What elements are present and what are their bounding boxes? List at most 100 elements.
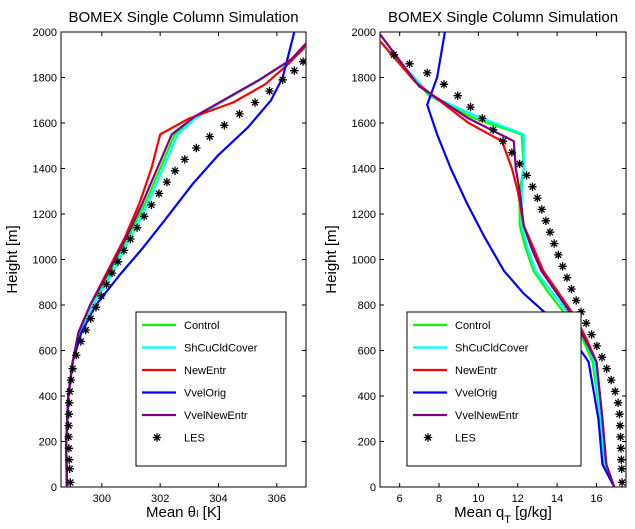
les-marker bbox=[170, 166, 180, 175]
chart-panel-left: BOMEX Single Column Simulation 0 200 400 600… bbox=[4, 9, 307, 521]
les-marker bbox=[550, 239, 559, 248]
les-marker bbox=[64, 432, 73, 442]
y-tick-label: 2000 bbox=[33, 27, 57, 39]
les-marker bbox=[64, 444, 74, 453]
les-marker bbox=[582, 319, 591, 328]
les-marker bbox=[205, 132, 214, 141]
x-tick-label: 300 bbox=[93, 493, 111, 505]
les-marker bbox=[64, 421, 73, 430]
les-marker bbox=[554, 250, 563, 260]
y-tick-label: 1400 bbox=[33, 164, 57, 176]
les-marker bbox=[528, 182, 537, 191]
les-marker bbox=[265, 86, 274, 96]
les-marker bbox=[533, 193, 542, 203]
chart-title: BOMEX Single Column Simulation bbox=[388, 9, 618, 26]
legend-box bbox=[135, 311, 287, 467]
les-marker bbox=[613, 398, 623, 407]
les-marker bbox=[147, 200, 156, 210]
y-tick-label: 1800 bbox=[352, 73, 376, 85]
les-marker bbox=[439, 80, 449, 89]
les-marker bbox=[617, 464, 626, 473]
les-marker bbox=[489, 125, 498, 134]
y-tick-label: 400 bbox=[39, 391, 57, 403]
y-tick-label: 1400 bbox=[352, 164, 376, 176]
y-tick-label: 1200 bbox=[33, 209, 57, 221]
y-tick-label: 200 bbox=[358, 437, 376, 449]
legend-swatch-les bbox=[152, 433, 162, 442]
legend-label-shcucldcover: ShCuCldCover bbox=[184, 343, 258, 355]
legend-label-vvelorig: VvelOrig bbox=[455, 388, 497, 400]
les-marker bbox=[64, 410, 74, 419]
y-tick-label: 1800 bbox=[33, 73, 57, 85]
y-axis-label: Height [m] bbox=[4, 225, 21, 293]
les-marker bbox=[68, 364, 77, 373]
les-marker bbox=[405, 59, 414, 68]
les-marker bbox=[132, 223, 142, 232]
les-marker bbox=[76, 337, 85, 346]
legend-label-newentr: NewEntr bbox=[455, 365, 498, 377]
les-marker bbox=[290, 66, 299, 75]
y-tick-label: 600 bbox=[358, 346, 376, 358]
x-tick-label: 302 bbox=[151, 493, 169, 505]
les-marker bbox=[97, 291, 106, 301]
les-marker bbox=[65, 455, 74, 464]
legend-label-newentr: NewEntr bbox=[184, 365, 227, 377]
legend-label-vvelnewentr: VvelNewEntr bbox=[184, 410, 248, 422]
les-marker bbox=[616, 444, 626, 453]
les-marker bbox=[107, 268, 117, 278]
x-axis-label: Mean qT [g/kg] bbox=[454, 504, 552, 524]
les-marker bbox=[567, 284, 576, 294]
les-marker bbox=[235, 109, 244, 119]
y-tick-label: 2000 bbox=[352, 27, 376, 39]
les-marker bbox=[65, 398, 74, 407]
legend: Control ShCuCldCover NewEntr VvelOrig VvelNe… bbox=[406, 311, 582, 467]
x-tick-label: 10 bbox=[472, 493, 484, 505]
y-tick-label: 1000 bbox=[33, 255, 57, 267]
les-marker bbox=[562, 273, 572, 282]
les-marker bbox=[65, 387, 74, 396]
les-marker bbox=[91, 303, 101, 312]
les-marker bbox=[607, 375, 616, 385]
legend-swatch-les bbox=[423, 433, 433, 442]
les-marker bbox=[119, 246, 129, 255]
chart-panel-right: BOMEX Single Column Simulation 0 200 400 600… bbox=[323, 9, 627, 526]
chart-title: BOMEX Single Column Simulation bbox=[68, 9, 298, 26]
les-marker bbox=[389, 50, 398, 59]
les-marker bbox=[220, 121, 229, 130]
les-marker bbox=[72, 350, 81, 360]
les-marker bbox=[113, 257, 123, 266]
les-marker bbox=[558, 262, 567, 271]
les-marker bbox=[522, 171, 531, 180]
les-marker bbox=[545, 228, 555, 237]
legend-label-vvelnewentr: VvelNewEntr bbox=[455, 410, 519, 422]
y-tick-label: 400 bbox=[358, 391, 376, 403]
les-marker bbox=[466, 102, 475, 112]
legend-label-control: Control bbox=[184, 320, 219, 332]
les-marker bbox=[423, 68, 432, 78]
les-marker bbox=[86, 314, 95, 323]
legend-label-les: LES bbox=[455, 433, 476, 445]
data-layer bbox=[64, 32, 306, 487]
y-tick-label: 800 bbox=[39, 300, 57, 312]
les-marker bbox=[615, 421, 625, 430]
y-tick-label: 1200 bbox=[352, 209, 376, 221]
les-marker bbox=[515, 159, 524, 169]
x-tick-label: 8 bbox=[436, 493, 442, 505]
les-marker bbox=[616, 432, 625, 442]
y-tick-label: 0 bbox=[370, 482, 376, 494]
les-marker bbox=[250, 98, 260, 107]
les-marker bbox=[81, 325, 90, 335]
legend-box bbox=[406, 311, 582, 467]
les-marker bbox=[126, 234, 135, 244]
x-tick-label: 14 bbox=[551, 493, 563, 505]
les-marker bbox=[537, 205, 546, 214]
les-marker bbox=[66, 478, 75, 487]
x-tick-label: 304 bbox=[209, 493, 227, 505]
legend-label-les: LES bbox=[184, 433, 205, 445]
les-marker bbox=[615, 410, 624, 419]
legend-label-shcucldcover: ShCuCldCover bbox=[455, 343, 529, 355]
y-axis-label: Height [m] bbox=[323, 225, 340, 293]
y-tick-label: 1600 bbox=[352, 118, 376, 130]
les-marker bbox=[617, 455, 626, 464]
